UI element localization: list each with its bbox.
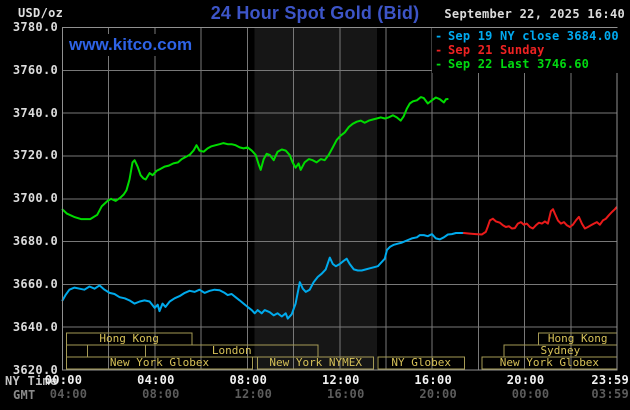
legend-label: Sep 21 Sunday bbox=[448, 43, 545, 57]
legend-dash-icon: - bbox=[435, 29, 443, 43]
chart-datetime: September 22, 2025 16:40 bbox=[444, 7, 625, 21]
legend-item-sep19: - Sep 19 NY close 3684.00 bbox=[435, 29, 619, 43]
x-axis-ny-name: NY Time bbox=[5, 374, 58, 388]
x-axis-gmt-name: GMT bbox=[13, 388, 36, 402]
legend-item-sep21: - Sep 21 Sunday bbox=[435, 43, 619, 57]
kitco-watermark-link[interactable]: www.kitco.com bbox=[64, 34, 198, 56]
legend-item-sep22: - Sep 22 Last 3746.60 bbox=[435, 57, 619, 71]
legend-dash-icon: - bbox=[435, 57, 443, 71]
legend-label: Sep 22 Last 3746.60 bbox=[448, 57, 590, 71]
chart-title: 24 Hour Spot Gold (Bid) bbox=[210, 3, 420, 23]
legend: - Sep 19 NY close 3684.00 - Sep 21 Sunda… bbox=[432, 28, 622, 73]
y-axis-unit-label: USD/oz bbox=[18, 6, 64, 20]
legend-label: Sep 19 NY close 3684.00 bbox=[448, 29, 619, 43]
legend-dash-icon: - bbox=[435, 43, 443, 57]
